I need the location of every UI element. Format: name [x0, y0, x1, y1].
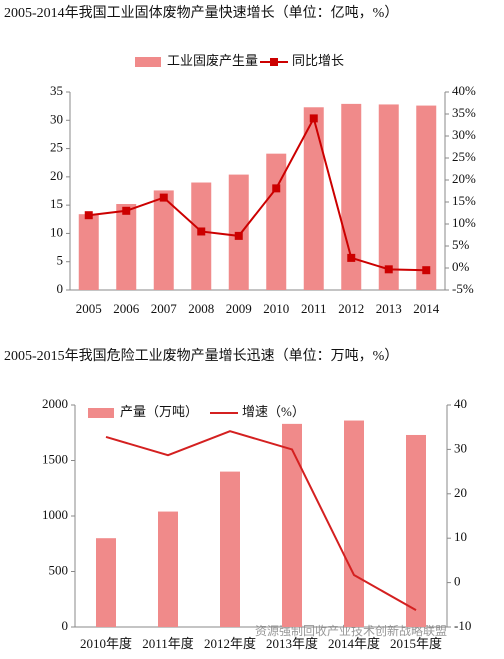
y2-tick-label: 0	[454, 574, 461, 589]
legend-label: 工业固废产生量	[167, 53, 258, 68]
marker	[309, 114, 318, 123]
x-tick-label: 2006	[113, 301, 140, 316]
y2-tick-label: 10%	[452, 215, 476, 230]
y2-tick-label: -10	[454, 618, 471, 633]
y-tick-label: 0	[62, 618, 69, 633]
y2-tick-label: 40	[454, 396, 467, 411]
bar	[416, 105, 437, 290]
y-tick-label: 10	[50, 224, 63, 239]
y-tick-label: 500	[49, 562, 69, 577]
line	[88, 115, 427, 272]
bar	[96, 538, 116, 627]
x-tick-label: 2012	[338, 301, 364, 316]
bar	[220, 471, 240, 627]
chart-title: 2005-2014年我国工业固体废物产量快速增长（单位：亿吨，%）	[4, 5, 398, 21]
bar	[303, 107, 324, 290]
y-tick-label: 1500	[42, 451, 68, 466]
x-tick-label: 2013	[376, 301, 402, 316]
x-tick-label: 2008	[188, 301, 214, 316]
line	[105, 430, 417, 611]
bar	[116, 204, 137, 290]
x-tick-label: 2013年度	[266, 636, 318, 651]
y-tick-label: 2000	[42, 396, 68, 411]
marker	[422, 266, 431, 275]
x-tick-label: 2009	[226, 301, 252, 316]
marker	[122, 206, 131, 215]
y-tick-label: 1000	[42, 507, 68, 522]
y2-tick-label: -5%	[452, 281, 474, 296]
marker	[197, 227, 206, 236]
x-tick-label: 2011年度	[142, 636, 194, 651]
legend-swatch	[88, 408, 114, 418]
bar	[341, 103, 362, 290]
y2-tick-label: 0%	[452, 259, 470, 274]
y-tick-label: 20	[50, 168, 63, 183]
y2-tick-label: 10	[454, 529, 467, 544]
y2-tick-label: 25%	[452, 149, 476, 164]
marker	[347, 253, 356, 262]
x-tick-label: 2014年度	[328, 636, 380, 651]
y2-tick-label: 40%	[452, 83, 476, 98]
x-tick-label: 2005	[76, 301, 102, 316]
legend-swatch	[135, 57, 161, 67]
marker	[84, 211, 93, 220]
y-tick-label: 0	[57, 281, 64, 296]
legend-label: 增速（%）	[242, 404, 305, 419]
y2-tick-label: 35%	[452, 105, 476, 120]
x-tick-label: 2011	[301, 301, 327, 316]
bar	[282, 423, 302, 627]
bar	[78, 214, 99, 290]
y-tick-label: 30	[50, 111, 63, 126]
bar	[158, 511, 178, 627]
legend-marker	[270, 58, 278, 66]
bar	[344, 420, 364, 627]
y2-tick-label: 30	[454, 440, 467, 455]
y2-tick-label: 30%	[452, 127, 476, 142]
x-tick-label: 2010	[263, 301, 289, 316]
bar	[153, 190, 174, 290]
y-tick-label: 25	[50, 140, 63, 155]
y2-tick-label: 20%	[452, 171, 476, 186]
x-tick-label: 2014	[413, 301, 440, 316]
bar	[191, 182, 212, 290]
y-tick-label: 5	[57, 253, 64, 268]
bar	[378, 104, 399, 291]
y-tick-label: 35	[50, 83, 63, 98]
y2-tick-label: 5%	[452, 237, 470, 252]
legend-label: 同比增长	[292, 53, 344, 68]
chart-title: 2005-2015年我国危险工业废物产量增长迅速（单位：万吨，%）	[4, 348, 398, 364]
marker	[384, 265, 393, 274]
x-tick-label: 2012年度	[204, 636, 256, 651]
y2-tick-label: 20	[454, 485, 467, 500]
bar	[266, 153, 287, 290]
x-tick-label: 2015年度	[390, 636, 442, 651]
marker	[159, 193, 168, 202]
marker	[234, 231, 243, 240]
y-tick-label: 15	[50, 196, 63, 211]
y2-tick-label: 15%	[452, 193, 476, 208]
bar	[406, 434, 426, 627]
x-tick-label: 2007	[151, 301, 178, 316]
x-tick-label: 2010年度	[80, 636, 132, 651]
legend-label: 产量（万吨）	[120, 404, 198, 419]
marker	[272, 184, 281, 193]
